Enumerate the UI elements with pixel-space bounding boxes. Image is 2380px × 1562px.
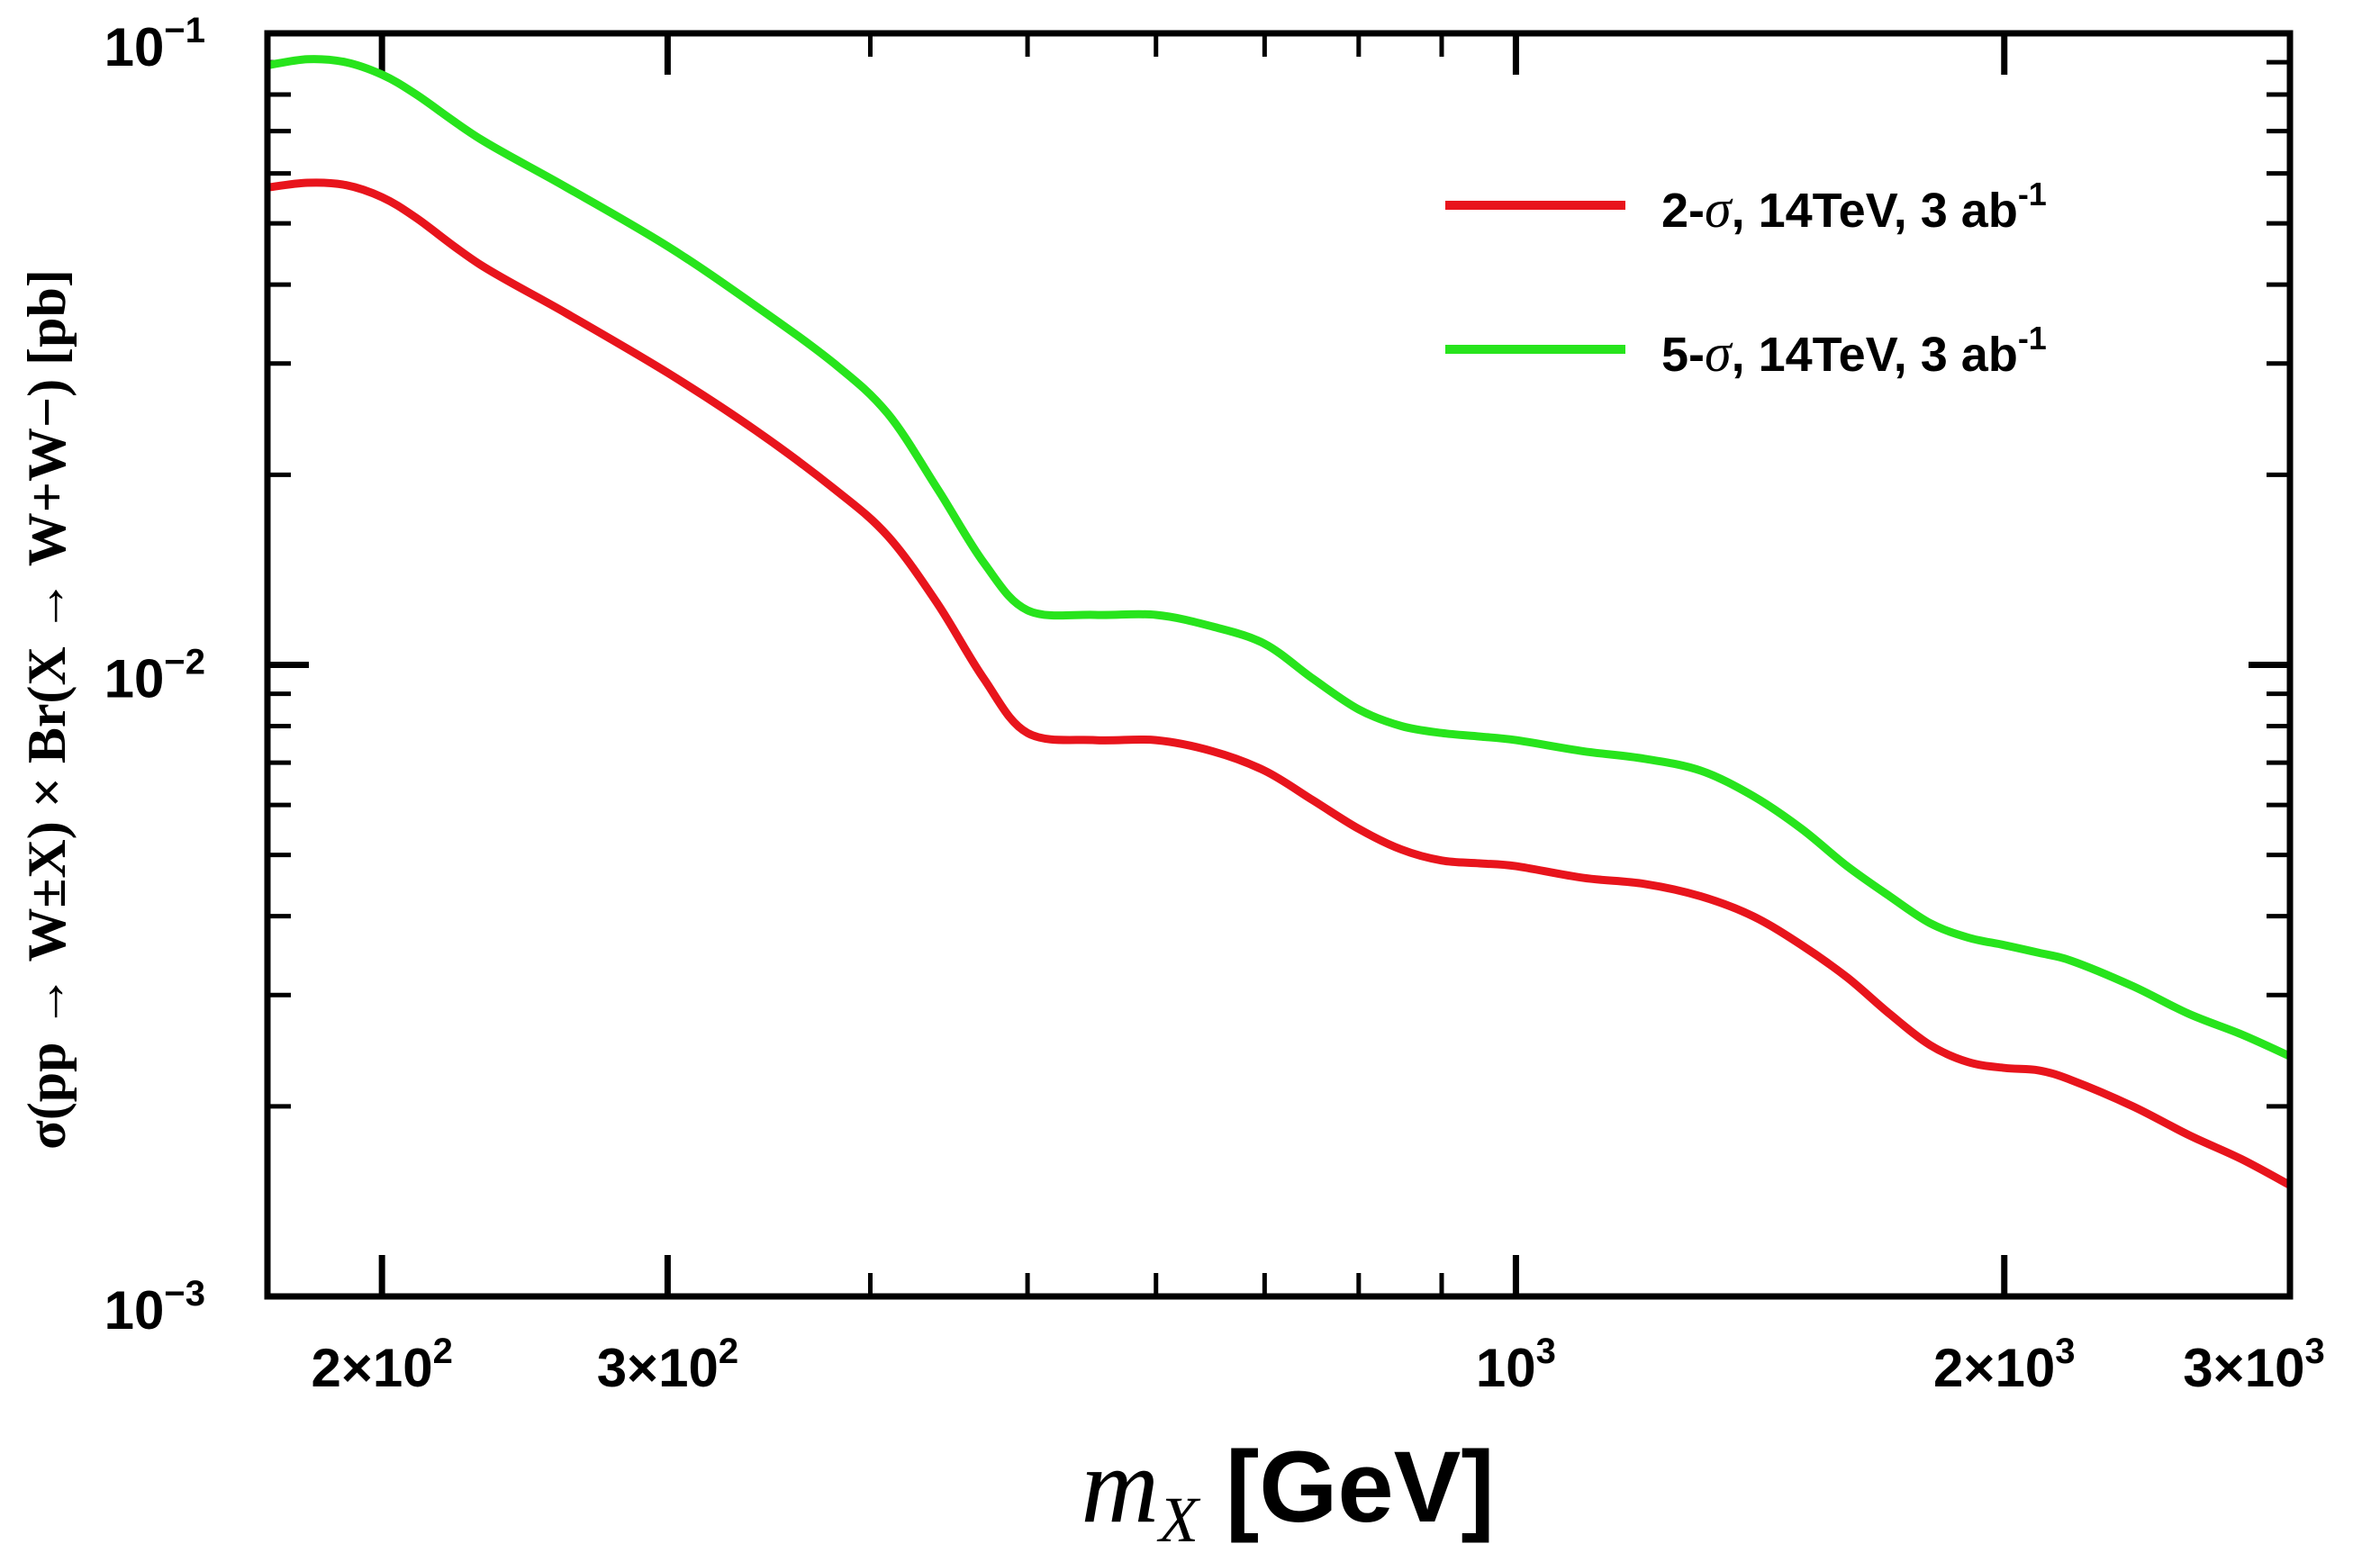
- x-tick-label: 2×103: [1933, 1332, 2075, 1398]
- x-axis-title-unit: [GeV]: [1226, 1431, 1495, 1543]
- x-axis-title-sub: X: [1156, 1484, 1201, 1556]
- series-layer: [267, 55, 2293, 1189]
- x-tick-label: 3×103: [2183, 1332, 2324, 1398]
- y-tick-label: 10−2: [104, 643, 205, 709]
- x-tick-label: 3×102: [597, 1332, 738, 1398]
- legend: 2-σ, 14TeV, 3 ab-1 5-σ, 14TeV, 3 ab-1: [1445, 176, 2047, 383]
- y-axis-title: σ(pp → W±X) × Br(X → W+W−) [pb]: [17, 269, 77, 1150]
- series-line-1: [267, 178, 2293, 1189]
- plot-frame: [264, 30, 2294, 1300]
- ticks-layer: [267, 33, 2294, 1300]
- series-line-2: [267, 55, 2292, 1061]
- labels-layer: 2×102 3×102 103 2×103 3×103 10−1 10−2 10−3: [104, 11, 2325, 1398]
- x-axis-title: mX [GeV]: [1081, 1425, 1494, 1556]
- x-tick-label: 103: [1476, 1332, 1556, 1398]
- y-tick-label: 10−3: [104, 1274, 205, 1341]
- legend-label-1: 2-σ, 14TeV, 3 ab-1: [1661, 176, 2047, 239]
- x-axis-title-main: m: [1081, 1425, 1159, 1545]
- x-tick-label: 2×102: [311, 1332, 452, 1398]
- y-tick-label: 10−1: [104, 11, 205, 77]
- legend-label-2: 5-σ, 14TeV, 3 ab-1: [1661, 320, 2047, 383]
